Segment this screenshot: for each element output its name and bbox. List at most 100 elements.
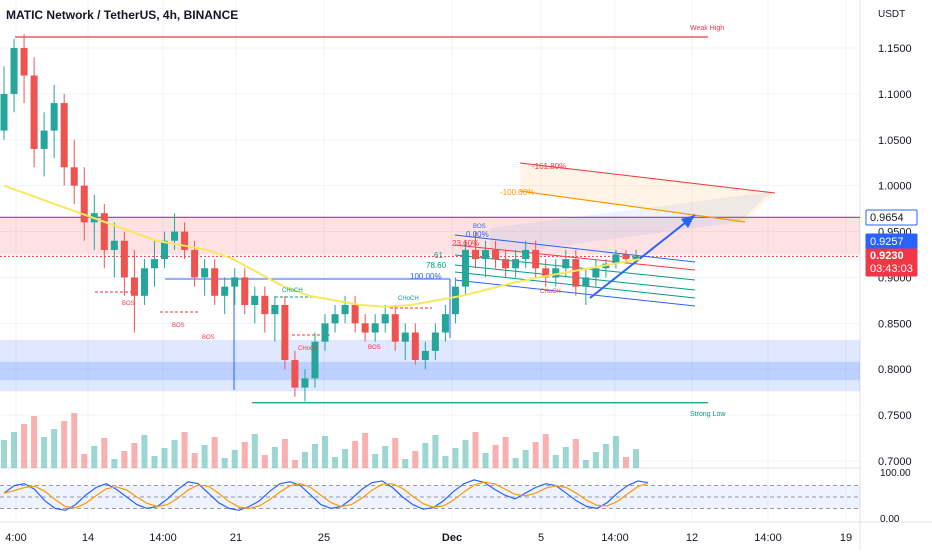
candle-body [552, 268, 560, 278]
candle-body [351, 304, 359, 324]
fib-level-line [454, 234, 696, 263]
candle-body [130, 277, 138, 296]
x-tick-label: 19 [840, 532, 852, 544]
fib-level-line [454, 279, 696, 307]
candle-body [50, 103, 58, 131]
volume-bar [101, 438, 108, 468]
candle-body [381, 314, 389, 324]
volume-bar [492, 445, 499, 468]
structure-lines [15, 36, 708, 404]
candle-body [311, 341, 319, 379]
volume-bar [261, 455, 268, 468]
chart-title: MATIC Network / TetherUS, 4h, BINANCE [6, 8, 239, 22]
weak-high-label: Weak High [690, 25, 724, 32]
volume-bar [0, 440, 8, 468]
osc-tick-label: 0.00 [880, 514, 900, 525]
volume-bar [51, 429, 58, 468]
volume-bar [472, 432, 479, 468]
candle-body [431, 332, 439, 351]
volume-bar [422, 443, 429, 468]
candle-body [502, 259, 510, 269]
volume-bar [412, 451, 419, 468]
choch-label: CHoCH [282, 288, 303, 294]
candle-body [572, 259, 580, 287]
volume-bar [532, 442, 539, 468]
volume-bar [271, 447, 278, 468]
price-tag-text: 0.9230 [870, 250, 904, 262]
candle-body [0, 93, 8, 131]
volume-bar [61, 421, 68, 468]
volume-bar [131, 443, 138, 468]
candle-body [512, 259, 520, 269]
osc-d-line [3, 481, 649, 510]
candle-body [140, 268, 148, 296]
candle-body [622, 254, 630, 260]
y-tick-label: 0.8000 [878, 364, 912, 376]
volume-bar [562, 447, 569, 468]
volume-bar [81, 454, 88, 468]
ema-line [3, 184, 641, 308]
candle-body [391, 314, 399, 342]
bos-label-blue: BOS [473, 224, 486, 230]
volume-bar [41, 437, 48, 468]
candle-body [171, 231, 179, 241]
candle-body [461, 249, 469, 287]
volume-bars [0, 413, 640, 468]
volume-bar [482, 453, 489, 468]
y-tick-label: 0.8500 [878, 318, 912, 330]
candle-body [562, 259, 570, 269]
candle-body [542, 268, 550, 278]
candle-body [492, 249, 500, 260]
volume-bar [512, 458, 519, 468]
osc-k-line [3, 479, 649, 511]
volume-bar [181, 432, 188, 468]
volume-bar [542, 434, 549, 468]
candle-body [532, 249, 540, 269]
candle-body [251, 295, 259, 305]
volume-bar [111, 459, 118, 468]
fib-label-23: 23.60% [452, 239, 479, 248]
annotations: Weak High Strong Low BOS BOS BOS BOS BOS CHoCH C… [122, 25, 726, 418]
volume-bar [622, 457, 629, 468]
volume-bar [21, 424, 28, 468]
volume-bar [221, 458, 228, 468]
volume-bar [332, 457, 339, 468]
candle-body [191, 249, 199, 278]
x-tick-label: 21 [230, 532, 242, 544]
volume-bar [502, 437, 509, 468]
candle-body [632, 256, 640, 260]
candle-body [291, 360, 299, 388]
volume-bar [442, 456, 449, 468]
y-tick-label: 1.0000 [878, 181, 912, 193]
volume-bar [251, 434, 258, 468]
volume-bar [281, 439, 288, 468]
price-tag-box [865, 209, 918, 226]
candle-body [401, 332, 409, 342]
volume-bar [241, 442, 248, 468]
volume-bar [201, 445, 208, 468]
currency-label: USDT [878, 9, 905, 20]
demand-zone-outer [0, 339, 860, 392]
candle-body [40, 130, 48, 149]
oscillator-pane [0, 479, 860, 511]
candle-body [582, 277, 590, 287]
fib-label-0: 0.00% [466, 230, 489, 239]
candle-body [331, 314, 339, 324]
candle-body [60, 103, 68, 168]
fib-line-100 [519, 190, 746, 223]
volume-bar [301, 452, 308, 468]
volume-bar [31, 416, 38, 468]
candle-body [441, 314, 449, 333]
volume-bar [372, 454, 379, 468]
volume-bar [291, 460, 298, 468]
volume-bar [71, 413, 78, 468]
fib-label-161: -161.80% [532, 162, 566, 171]
volume-bar [352, 441, 359, 468]
candle-body [371, 323, 379, 333]
volume-bar [392, 438, 399, 468]
fib-fill-orange [520, 162, 775, 222]
y-tick-label: 1.0500 [878, 135, 912, 147]
volume-bar [121, 451, 128, 468]
